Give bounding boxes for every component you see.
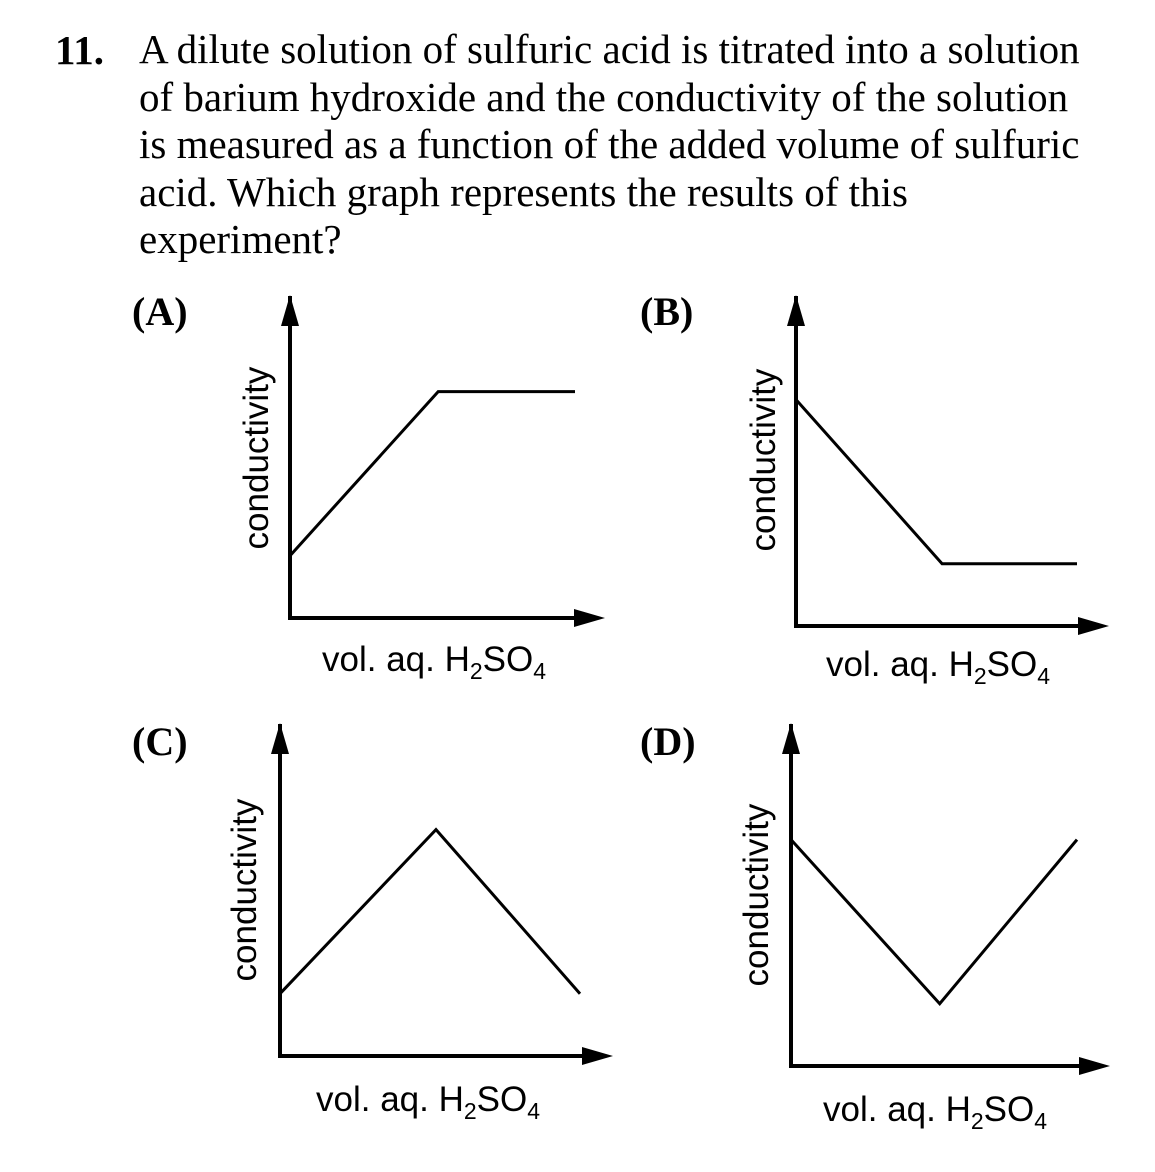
y-axis-arrow-icon <box>782 723 800 754</box>
graph-a[interactable]: conductivity vol. aq. H2SO4 <box>237 295 605 684</box>
x-axis-label: vol. aq. H2SO4 <box>826 645 1050 689</box>
graph-d[interactable]: conductivity vol. aq. H2SO4 <box>737 723 1110 1134</box>
conductivity-curve <box>278 827 582 995</box>
y-axis-label: conductivity <box>737 803 776 986</box>
question-text: A dilute solution of sulfuric acid is ti… <box>139 26 1139 264</box>
graph-c[interactable]: conductivity vol. aq. H2SO4 <box>225 723 613 1124</box>
y-axis-arrow-icon <box>787 295 805 326</box>
x-axis-arrow-icon <box>574 609 605 627</box>
x-axis-label: vol. aq. H2SO4 <box>322 640 546 684</box>
y-axis-label: conductivity <box>744 368 783 551</box>
choice-label-a[interactable]: (A) <box>132 289 188 334</box>
question-line: acid. Which graph represents the results… <box>139 168 908 215</box>
question-number: 11. <box>55 27 104 73</box>
x-axis-label: vol. aq. H2SO4 <box>316 1080 540 1124</box>
x-axis-arrow-icon <box>582 1047 613 1065</box>
y-axis-label: conductivity <box>237 366 276 549</box>
choice-label-c[interactable]: (C) <box>132 719 188 764</box>
choice-label-b[interactable]: (B) <box>640 289 694 334</box>
question-line: A dilute solution of sulfuric acid is ti… <box>139 26 1080 72</box>
question-line: of barium hydroxide and the conductivity… <box>139 73 1069 120</box>
y-axis-arrow-icon <box>281 295 299 326</box>
choice-label-d[interactable]: (D) <box>640 719 696 764</box>
y-axis-arrow-icon <box>271 723 289 754</box>
x-axis-arrow-icon <box>1079 1057 1110 1075</box>
x-axis-label: vol. aq. H2SO4 <box>823 1090 1047 1134</box>
question-line: experiment? <box>139 216 342 262</box>
graph-b[interactable]: conductivity vol. aq. H2SO4 <box>744 295 1109 689</box>
conductivity-curve <box>288 390 575 557</box>
y-axis-label: conductivity <box>225 798 264 981</box>
conductivity-curve <box>789 838 1079 1006</box>
question-line: is measured as a function of the added v… <box>139 121 1080 167</box>
conductivity-curve <box>794 398 1077 566</box>
x-axis-arrow-icon <box>1078 617 1109 635</box>
